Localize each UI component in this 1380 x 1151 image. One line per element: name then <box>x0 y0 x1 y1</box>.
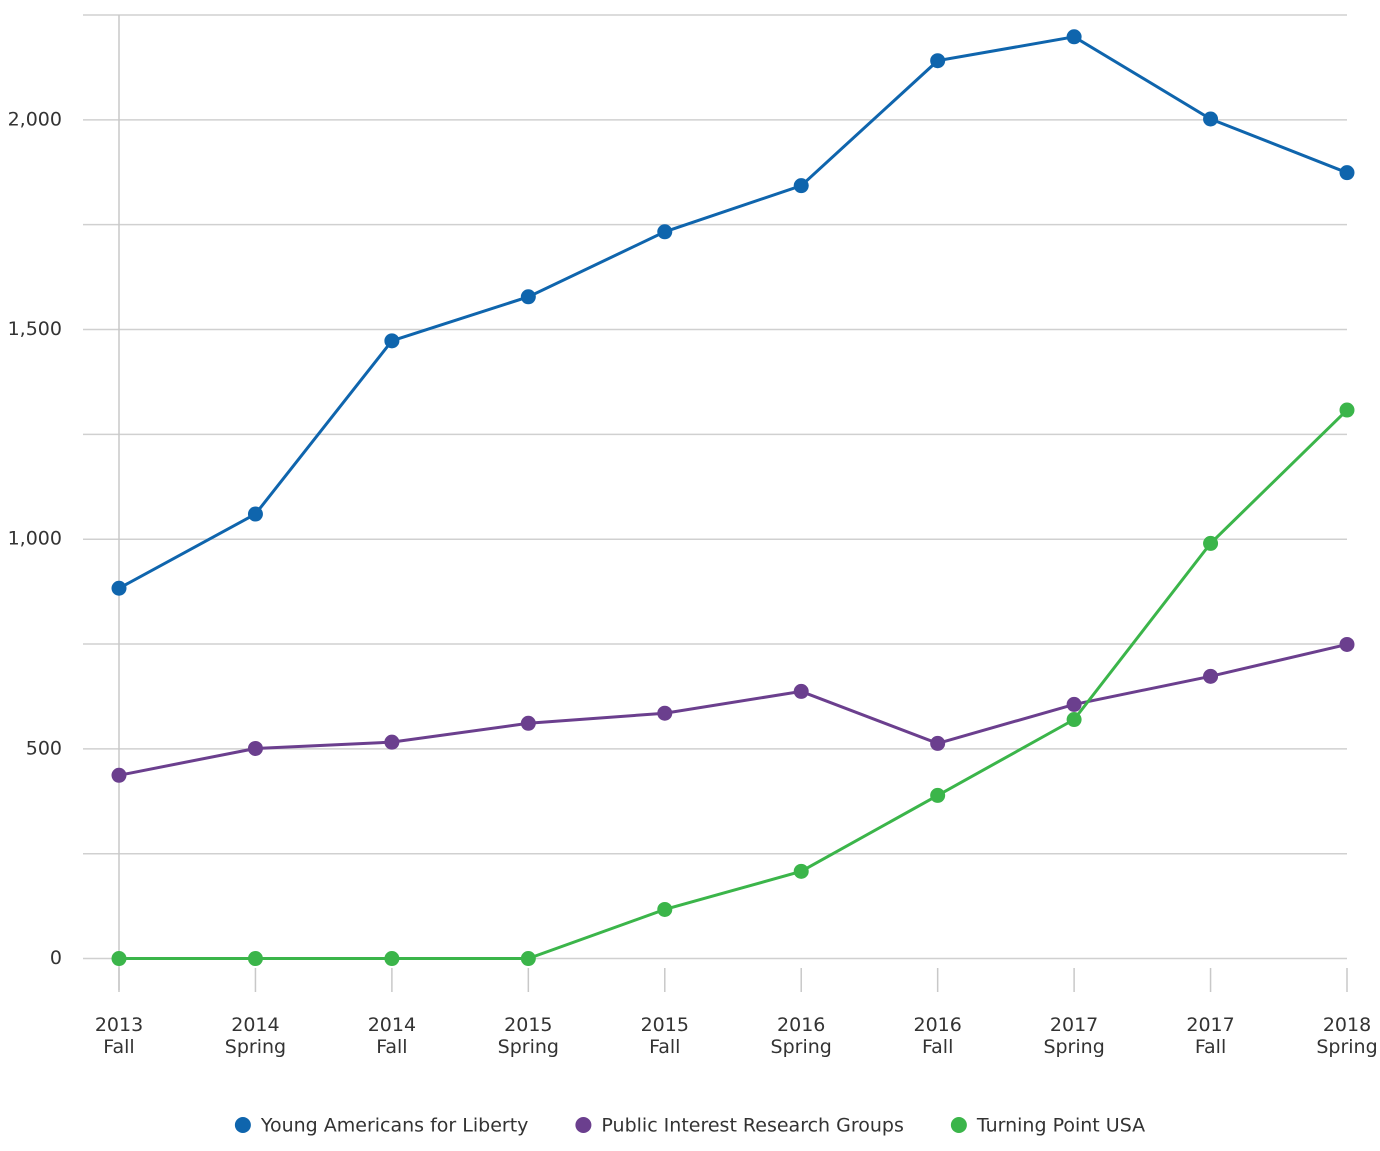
series-line <box>118 642 1348 777</box>
data-point <box>930 53 946 69</box>
data-point <box>1203 668 1219 684</box>
x-tick-label-line: 2017 <box>1186 1014 1234 1036</box>
x-tick-label-line: 2015 <box>504 1014 552 1036</box>
data-point <box>793 683 809 699</box>
x-tick-label-line: 2015 <box>641 1014 689 1036</box>
data-point <box>247 951 263 967</box>
x-tick-label: 2018 Spring <box>1316 1014 1377 1058</box>
legend-label: Young Americans for Liberty <box>260 1115 529 1137</box>
x-tick-label: 2017 Spring <box>1043 1014 1104 1058</box>
y-tick-label: 1,500 <box>8 318 62 340</box>
legend-marker <box>234 1117 251 1133</box>
legend-label: Turning Point USA <box>976 1115 1145 1137</box>
series-line <box>118 35 1348 590</box>
data-point <box>793 178 809 194</box>
x-tick-label: 2016 Spring <box>771 1014 832 1058</box>
data-point <box>247 740 263 756</box>
x-tick-label-line: Spring <box>1316 1036 1377 1058</box>
x-tick-label-line: Spring <box>498 1036 559 1058</box>
x-tick-label-line: Spring <box>771 1036 832 1058</box>
x-tick-label-line: 2017 <box>1050 1014 1098 1036</box>
data-point <box>1339 402 1355 418</box>
data-point <box>657 901 673 917</box>
x-tick-label-line: Fall <box>103 1036 134 1058</box>
data-point <box>1066 29 1082 45</box>
x-tick-label: 2014 Spring <box>225 1014 286 1058</box>
x-tick-label-line: 2013 <box>95 1014 143 1036</box>
data-point <box>384 951 400 967</box>
legend-marker <box>950 1117 967 1133</box>
data-point <box>793 863 809 879</box>
series-line <box>119 408 1349 961</box>
data-point <box>111 580 127 596</box>
x-tick-label: 2014 Fall <box>368 1014 416 1058</box>
x-tick-label-line: 2016 <box>777 1014 825 1036</box>
data-point <box>111 767 127 783</box>
x-tick-label: 2015 Fall <box>641 1014 689 1058</box>
data-point <box>520 289 536 305</box>
x-tick-label-line: Fall <box>649 1036 680 1058</box>
data-point <box>520 715 536 731</box>
data-point <box>657 705 673 721</box>
data-point <box>1066 712 1082 728</box>
data-point <box>1339 165 1355 181</box>
x-tick-label-line: 2016 <box>913 1014 961 1036</box>
y-tick-label: 0 <box>50 947 62 969</box>
legend-label: Public Interest Research Groups <box>601 1115 903 1137</box>
legend-marker <box>575 1117 592 1133</box>
data-point <box>1066 696 1082 712</box>
x-tick-label-line: Fall <box>922 1036 953 1058</box>
data-point <box>520 951 536 967</box>
x-tick-label-line: Spring <box>1043 1036 1104 1058</box>
x-tick-label-line: Fall <box>1195 1036 1226 1058</box>
data-point <box>384 333 400 349</box>
data-point <box>657 224 673 240</box>
data-point <box>111 951 127 967</box>
x-tick-label: 2016 Fall <box>913 1014 961 1058</box>
data-point <box>384 734 400 750</box>
data-point <box>1203 535 1219 551</box>
y-tick-label: 2,000 <box>8 108 62 130</box>
data-point <box>1339 636 1355 652</box>
data-point <box>930 735 946 751</box>
x-tick-label-line: 2014 <box>231 1014 279 1036</box>
x-tick-label-line: Spring <box>225 1036 286 1058</box>
y-tick-label: 500 <box>26 737 62 759</box>
x-tick-label-line: 2018 <box>1323 1014 1371 1036</box>
data-point <box>247 506 263 522</box>
x-tick-label: 2017 Fall <box>1186 1014 1234 1058</box>
data-point <box>930 787 946 803</box>
x-tick-label-line: Fall <box>376 1036 407 1058</box>
data-point <box>1203 111 1219 127</box>
x-tick-label-line: 2014 <box>368 1014 416 1036</box>
x-tick-label: 2013 Fall <box>95 1014 143 1058</box>
x-tick-label: 2015 Spring <box>498 1014 559 1058</box>
y-tick-label: 1,000 <box>8 528 62 550</box>
legend: Young Americans for Liberty Public Intere… <box>234 1115 1145 1137</box>
